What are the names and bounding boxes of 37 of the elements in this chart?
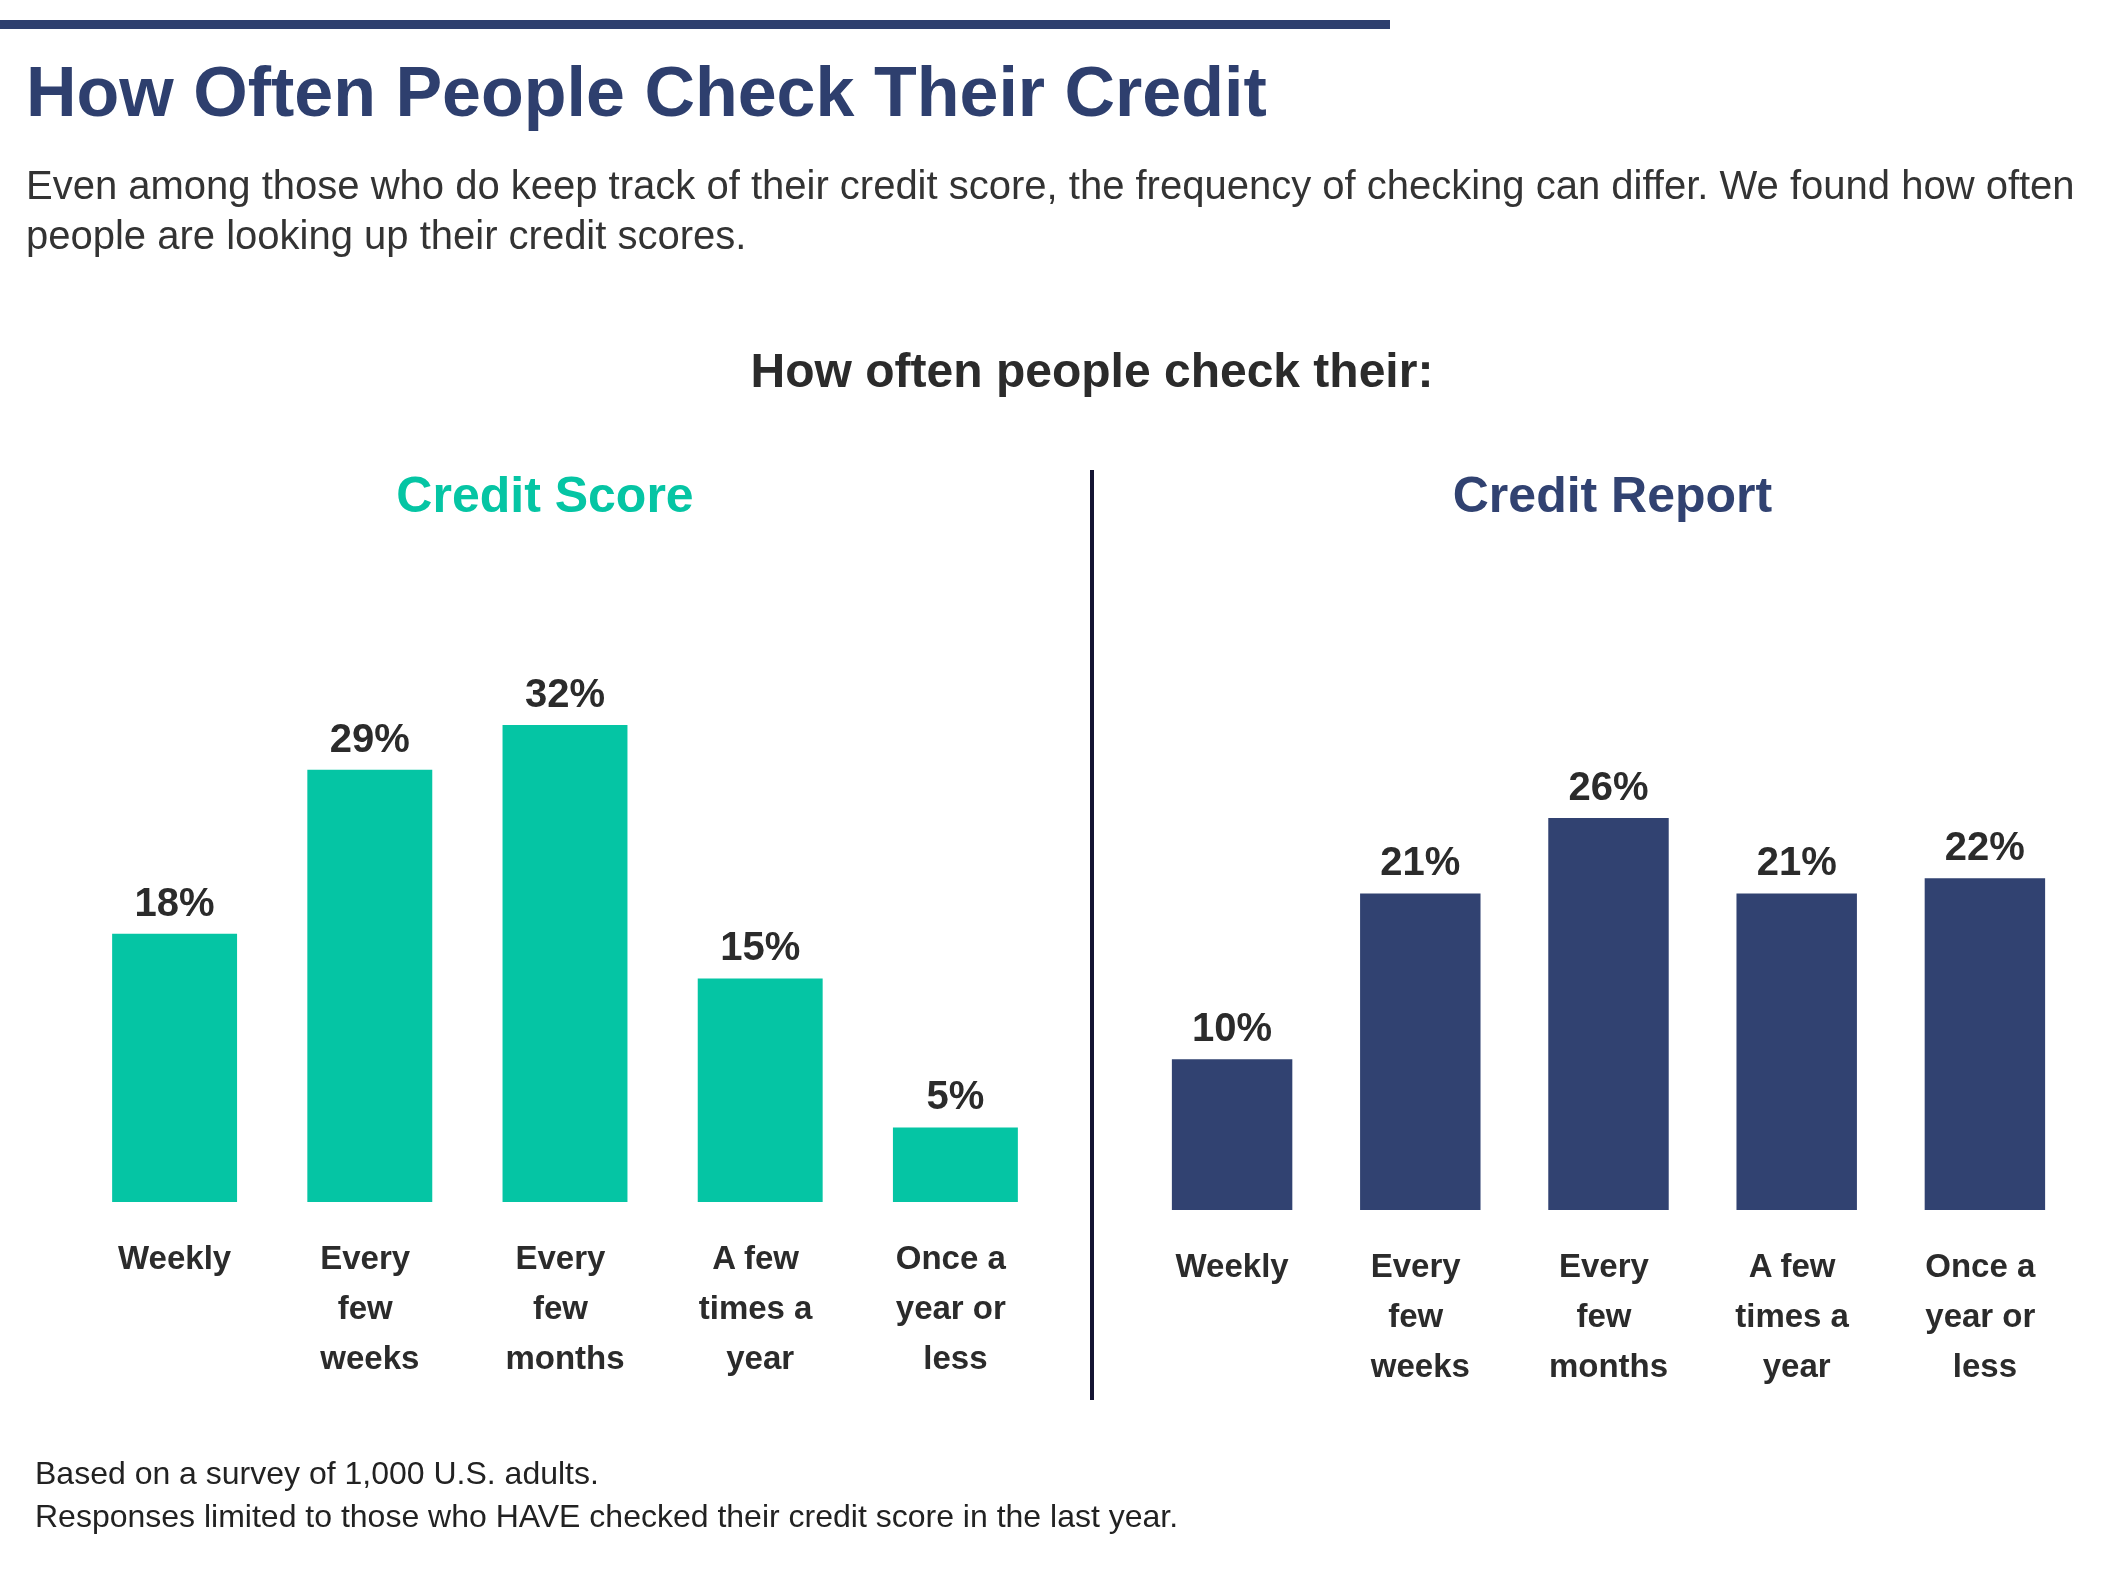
data-label: 32% xyxy=(524,671,606,715)
text: How often people check their: xyxy=(749,343,1435,398)
text: Based on a survey of 1,000 U.S. adults. xyxy=(35,1455,599,1492)
data-label: 21% xyxy=(1756,839,1837,884)
bar xyxy=(1360,893,1481,1210)
bar xyxy=(502,725,628,1202)
text: Even among those who do keep track of their credit score, the frequency of checking can differ. We found how often people are looking up their credit scores. xyxy=(26,162,2076,259)
bar xyxy=(1924,878,2046,1210)
text: How Often People Check Their Credit xyxy=(26,52,1267,132)
x-tick-label: Weekly xyxy=(118,1238,232,1276)
data-label: 18% xyxy=(134,879,215,924)
text: Responses limited to those who HAVE checked their credit score in the last year. xyxy=(35,1498,1179,1535)
chart-title: Credit Report xyxy=(1452,467,1773,523)
x-tick-label: Every few months xyxy=(1548,1246,1669,1384)
x-tick-label: Weekly xyxy=(1175,1246,1290,1284)
bar xyxy=(1736,893,1857,1210)
bar xyxy=(697,978,823,1202)
x-tick-label: A few times a year xyxy=(698,1238,822,1376)
x-tick-label: Every few weeks xyxy=(1369,1246,1470,1384)
bar xyxy=(1548,818,1669,1210)
bar xyxy=(892,1127,1018,1202)
x-tick-label: Once a year or less xyxy=(895,1238,1016,1376)
data-label: 29% xyxy=(329,715,410,760)
data-label: 21% xyxy=(1380,839,1461,884)
chart-title: Credit Score xyxy=(396,467,694,523)
data-label: 15% xyxy=(720,924,801,969)
bar xyxy=(307,769,433,1202)
data-label: 5% xyxy=(926,1073,985,1118)
bar xyxy=(1171,1059,1293,1210)
bar xyxy=(112,933,238,1202)
x-tick-label: A few times a year xyxy=(1735,1246,1859,1384)
x-tick-label: Once a year or less xyxy=(1925,1246,2045,1384)
x-tick-label: Every few months xyxy=(505,1238,625,1376)
data-label: 10% xyxy=(1192,1005,1273,1050)
x-tick-label: Every few weeks xyxy=(319,1238,420,1376)
data-label: 26% xyxy=(1568,764,1649,808)
data-label: 22% xyxy=(1944,824,2025,869)
